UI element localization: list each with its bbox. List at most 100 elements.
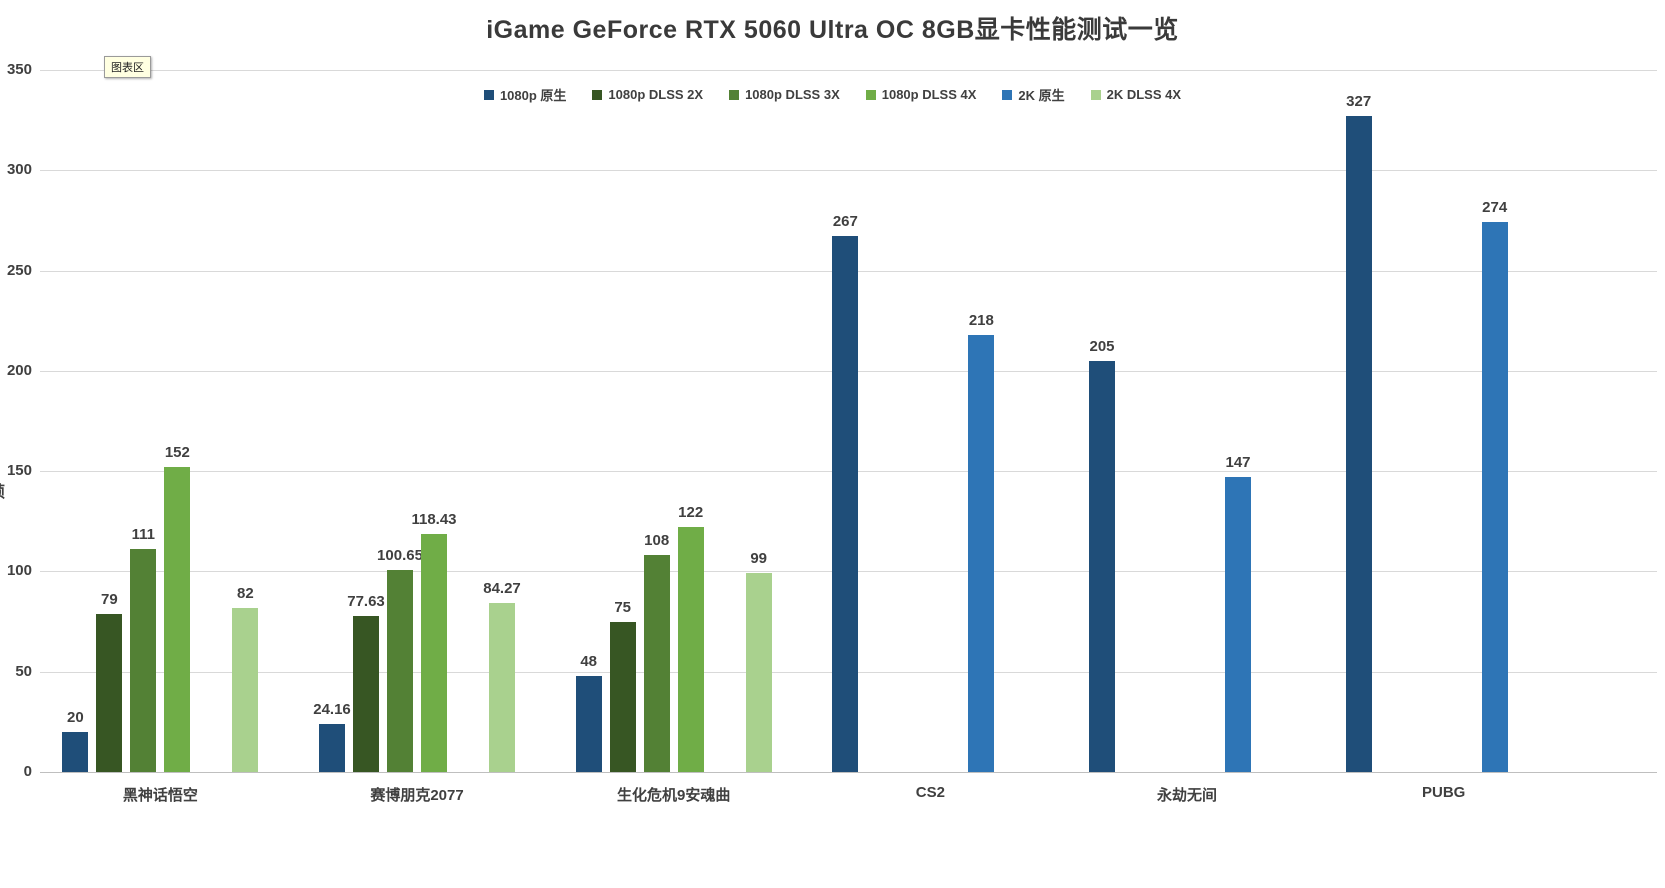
bar-series1-cat2[interactable]	[319, 723, 345, 772]
bar-series6-cat2[interactable]	[489, 602, 515, 772]
data-label: 48	[580, 652, 598, 670]
data-label: 274	[1482, 199, 1508, 217]
bar-groups-layer: 20 79 111 152 82 黑神话悟空 24.16 77.63 100.65 118.43 8…	[32, 70, 1572, 804]
bar-slots: 327 274	[1315, 70, 1572, 772]
data-label: 267	[832, 213, 858, 231]
data-label: 108	[644, 532, 670, 550]
bar-slot	[862, 70, 896, 772]
legend-label: 2K DLSS 4X	[1106, 87, 1182, 102]
bar-series6-cat1[interactable]	[232, 607, 259, 772]
bar-slot	[1119, 70, 1153, 772]
data-label: 100.65	[377, 547, 423, 565]
x-axis-label-6: PUBG	[1422, 784, 1466, 801]
bar-series3-cat3[interactable]	[643, 555, 670, 772]
bar-slot: 152	[160, 70, 194, 772]
bar-series3-cat1[interactable]	[130, 549, 157, 772]
legend-label: 2K 原生	[1018, 88, 1065, 103]
bar-slot: 84.27	[483, 70, 521, 772]
legend-item-1[interactable]: 1080p 原生	[483, 85, 566, 104]
y-tick-label-100: 100	[6, 562, 32, 580]
data-label: 99	[750, 550, 768, 568]
bar-series1-cat6[interactable]	[1345, 116, 1372, 772]
legend-label: 1080p DLSS 4X	[881, 87, 977, 102]
y-tick-label-250: 250	[6, 261, 32, 279]
category-group-5: 205 147 永劫无间	[1059, 70, 1316, 804]
bar-series4-cat1[interactable]	[164, 467, 191, 772]
bar-slot: 24.16	[313, 70, 351, 772]
bar-series5-cat5[interactable]	[1225, 477, 1252, 772]
bar-slot	[998, 70, 1032, 772]
bar-series1-cat5[interactable]	[1089, 360, 1116, 772]
gridline-350	[40, 70, 1657, 71]
data-label: 82	[236, 584, 254, 602]
bar-slot: 274	[1478, 70, 1512, 772]
y-tick-label-50: 50	[15, 662, 32, 680]
bar-series2-cat3[interactable]	[609, 621, 636, 772]
bar-series5-cat6[interactable]	[1481, 222, 1508, 772]
bar-slots: 20 79 111 152 82	[32, 70, 289, 772]
data-label: 77.63	[347, 593, 385, 611]
legend-swatch	[1002, 89, 1013, 100]
legend-item-6[interactable]: 2K DLSS 4X	[1090, 87, 1182, 102]
bar-slot: 108	[640, 70, 674, 772]
legend-swatch	[592, 89, 603, 100]
y-tick-label-200: 200	[6, 361, 32, 379]
legend-label: 1080p DLSS 2X	[608, 87, 704, 102]
bar-series2-cat2[interactable]	[353, 616, 379, 772]
category-group-6: 327 274 PUBG	[1315, 70, 1572, 801]
data-label: 218	[968, 311, 994, 329]
legend-item-5[interactable]: 2K 原生	[1002, 85, 1065, 104]
bar-series1-cat3[interactable]	[575, 675, 602, 772]
gridline-0	[40, 772, 1657, 773]
chart-title: iGame GeForce RTX 5060 Ultra OC 8GB显卡性能测…	[486, 16, 1179, 44]
bar-slot	[708, 70, 742, 772]
category-group-1: 20 79 111 152 82 黑神话悟空	[32, 70, 289, 804]
bar-slot: 79	[92, 70, 126, 772]
category-group-4: 267 218 CS2	[802, 70, 1059, 801]
legend-swatch	[865, 89, 876, 100]
bar-slot: 205	[1085, 70, 1119, 772]
y-tick-label-0: 0	[23, 763, 32, 780]
data-label: 327	[1346, 93, 1372, 111]
x-axis-label-1: 黑神话悟空	[122, 787, 198, 804]
bar-slot: 48	[572, 70, 606, 772]
bar-slot: 147	[1221, 70, 1255, 772]
bar-slot	[1255, 70, 1289, 772]
bar-slot: 118.43	[411, 70, 457, 772]
bar-slot: 122	[674, 70, 708, 772]
legend-swatch	[729, 89, 740, 100]
legend-item-3[interactable]: 1080p DLSS 3X	[729, 87, 840, 102]
y-tick-label-150: 150	[6, 462, 32, 480]
y-tick-label-300: 300	[6, 161, 32, 179]
bar-slot	[451, 70, 485, 772]
y-tick-label-350: 350	[6, 61, 32, 78]
bar-slot: 77.63	[347, 70, 385, 772]
legend-item-2[interactable]: 1080p DLSS 2X	[592, 87, 703, 102]
data-label: 75	[614, 598, 632, 616]
bar-series5-cat4[interactable]	[968, 334, 995, 772]
bar-series4-cat2[interactable]	[421, 534, 447, 772]
bar-slot	[1153, 70, 1187, 772]
bar-slot: 99	[742, 70, 776, 772]
gridline-300	[40, 170, 1657, 172]
bar-slot	[194, 70, 228, 772]
legend-item-4[interactable]: 1080p DLSS 4X	[865, 87, 977, 102]
bar-slot: 327	[1342, 70, 1376, 772]
bar-series1-cat1[interactable]	[62, 731, 89, 772]
data-label: 205	[1089, 337, 1115, 355]
bar-slot: 75	[606, 70, 640, 772]
bar-slot: 267	[828, 70, 862, 772]
bar-slot	[930, 70, 964, 772]
bar-series1-cat4[interactable]	[832, 236, 859, 772]
bar-series2-cat1[interactable]	[96, 613, 123, 772]
bar-series6-cat3[interactable]	[745, 573, 772, 772]
data-label: 84.27	[483, 579, 521, 597]
x-axis-label-2: 赛博朋克2077	[370, 787, 464, 804]
data-label: 24.16	[313, 700, 351, 718]
bar-slot	[1444, 70, 1478, 772]
bar-series3-cat2[interactable]	[387, 570, 413, 772]
data-label: 20	[66, 708, 84, 726]
plot-area[interactable]: 0 50 100 150 200 250 300 350 20 79 111 152 82 黑神话悟空 2…	[0, 61, 1665, 804]
bar-series4-cat3[interactable]	[677, 527, 704, 772]
